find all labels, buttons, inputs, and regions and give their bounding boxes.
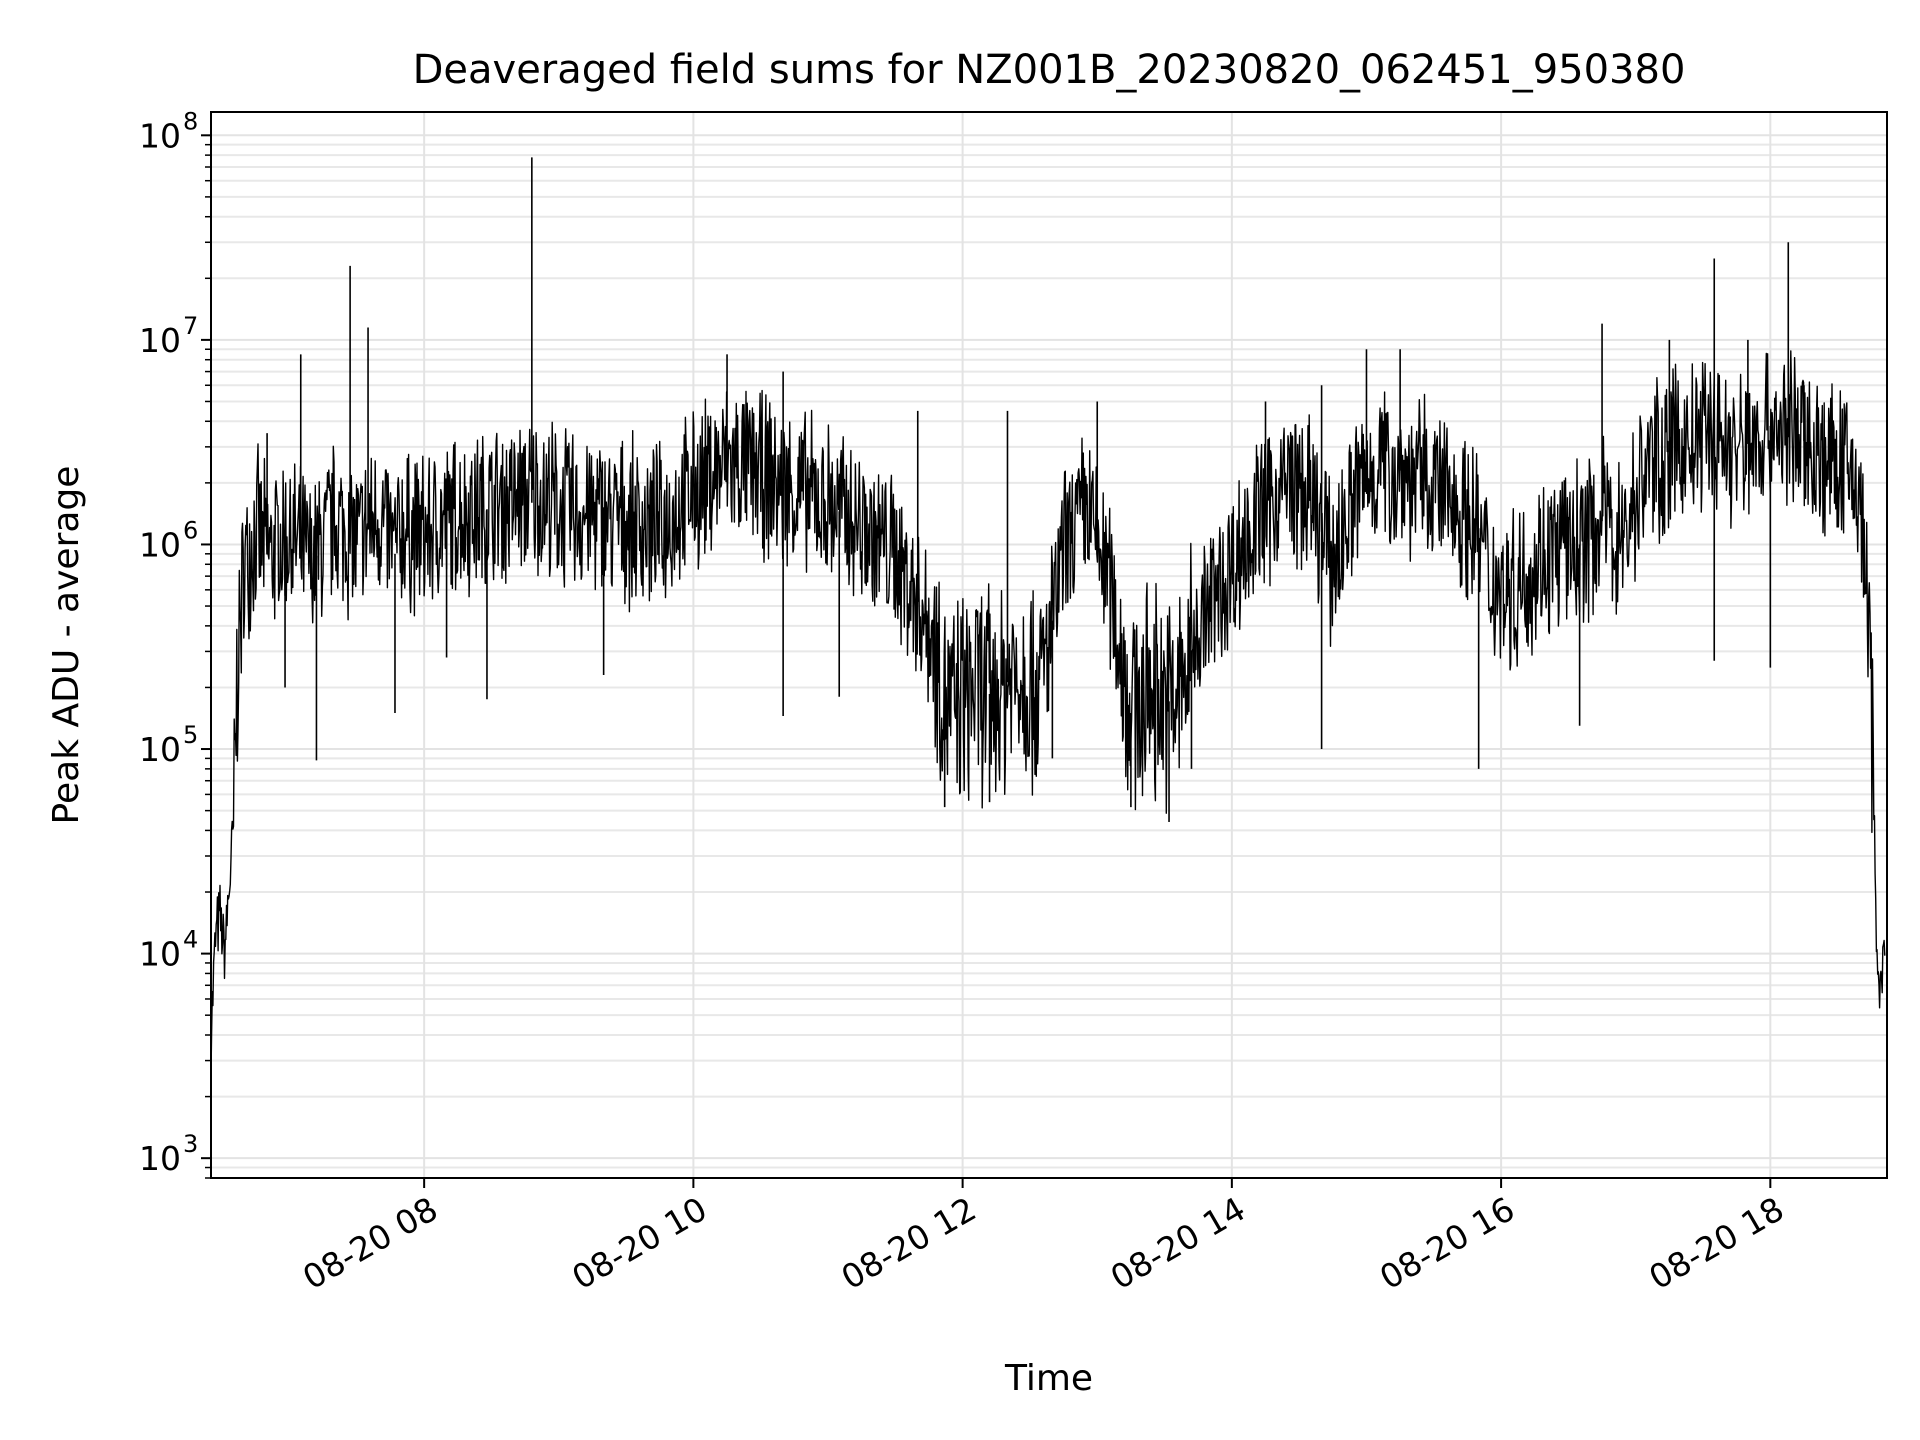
chart-title: Deaveraged field sums for NZ001B_2023082… [413, 47, 1686, 93]
series-line [211, 350, 1886, 1075]
plot-frame [210, 111, 1888, 1179]
y-tick-exponent: 4 [183, 926, 198, 954]
y-axis-label: Peak ADU - average [46, 466, 87, 825]
y-tick-exponent: 8 [183, 107, 198, 135]
y-tick-exponent: 3 [183, 1130, 198, 1158]
x-axis-label: Time [1004, 1358, 1093, 1399]
y-tick-label: 10 [139, 116, 181, 155]
series-layer [211, 157, 1886, 1075]
y-tick-label: 10 [139, 935, 181, 974]
y-tick-label: 10 [139, 321, 181, 360]
y-tick-exponent: 6 [183, 516, 198, 544]
y-tick-label: 10 [139, 1139, 181, 1178]
y-tick-exponent: 7 [183, 312, 198, 340]
y-tick-label: 10 [139, 525, 181, 564]
y-tick-exponent: 5 [183, 721, 198, 749]
y-tick-label: 10 [139, 730, 181, 769]
